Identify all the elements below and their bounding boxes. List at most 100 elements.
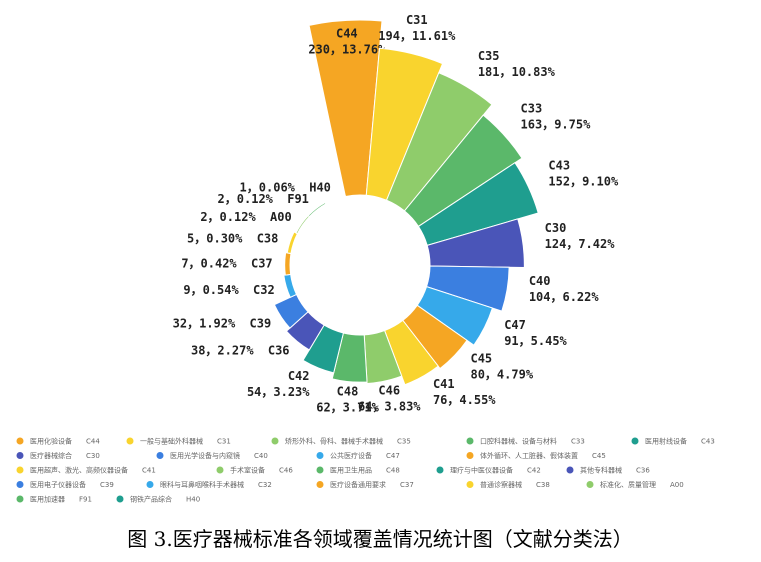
legend-swatch (16, 481, 24, 488)
category-label: C39 (250, 317, 272, 331)
legend-name: 医用超声、激光、高频仪器设备 (30, 466, 128, 475)
legend-code: C46 (279, 467, 293, 475)
value-label: 76，4.55% (433, 393, 496, 407)
rose-slice (283, 273, 298, 298)
category-label: C37 (251, 257, 273, 271)
category-label: C33 (521, 101, 543, 115)
legend-swatch (126, 437, 134, 445)
legend-swatch (316, 481, 324, 488)
category-label: C41 (433, 377, 455, 391)
value-label: 91，5.45% (504, 334, 567, 348)
legend-swatch (146, 481, 154, 488)
category-label: C46 (378, 384, 400, 398)
legend-code: C48 (386, 467, 400, 475)
category-label: C40 (529, 274, 551, 288)
legend-name: 医用化验设备 (30, 437, 72, 446)
legend-name: 口腔科器械、设备与材料 (480, 437, 557, 446)
legend-code: C42 (527, 467, 541, 475)
value-label: 163，9.75% (521, 117, 592, 131)
legend-swatch (316, 466, 324, 474)
category-label: C43 (548, 159, 570, 173)
value-label: 194，11.61% (378, 29, 456, 43)
legend-swatch (16, 437, 24, 445)
legend-code: F91 (79, 496, 92, 504)
category-label: C42 (288, 369, 310, 383)
legend-code: C38 (536, 481, 550, 489)
caption: 图 3.医疗器械标准各领域覆盖情况统计图（文献分类法） (127, 527, 632, 551)
legend-swatch (631, 437, 639, 445)
value-label: 7，0.42% (181, 257, 237, 271)
rose-slice (284, 252, 292, 276)
legend-swatch (16, 466, 24, 474)
legend-code: C30 (86, 452, 100, 460)
rose-slice (295, 214, 311, 235)
legend-code: H40 (186, 496, 200, 504)
legend-code: C40 (254, 452, 268, 460)
legend-swatch (566, 466, 574, 474)
value-label: 80，4.79% (470, 368, 533, 382)
legend-code: C39 (100, 481, 114, 489)
rose-slice (324, 195, 347, 205)
value-label: 54，3.23% (247, 385, 310, 399)
legend-swatch (316, 452, 324, 459)
legend-name: 钢铁产品综合 (130, 495, 172, 504)
legend-code: C47 (386, 452, 400, 460)
category-label: C31 (406, 13, 428, 27)
legend-swatch (586, 481, 594, 488)
value-label: 2，0.12% (218, 192, 274, 206)
legend-code: C45 (592, 452, 606, 460)
legend-swatch (16, 452, 24, 459)
rose-slice (308, 19, 383, 198)
legend-swatch (16, 495, 24, 503)
legend-name: 手术室设备 (230, 466, 265, 475)
value-label: 230，13.76% (308, 42, 386, 56)
category-label: C48 (337, 385, 359, 399)
value-label: 181，10.83% (478, 65, 556, 79)
rose-slice (403, 114, 523, 228)
rose-slice (365, 47, 444, 201)
legend-name: 医疗器械综合 (30, 451, 72, 460)
legend-name: 医用加速器 (30, 495, 65, 504)
legend-name: 普通诊察器械 (480, 480, 522, 489)
legend-swatch (466, 481, 474, 488)
legend-swatch (116, 495, 124, 503)
value-label: 64，3.83% (358, 400, 421, 414)
category-label: C47 (504, 318, 526, 332)
legend-code: C31 (217, 438, 231, 446)
legend-code: C44 (86, 438, 100, 446)
legend-swatch (436, 466, 444, 474)
legend-code: C32 (258, 481, 272, 489)
legend-name: 一般与基础外科器械 (140, 437, 203, 446)
value-label: 124，7.42% (545, 237, 616, 251)
legend-name: 其他专科器械 (580, 466, 622, 475)
legend-swatch (466, 437, 474, 445)
legend-name: 医用光学设备与内窥镜 (170, 451, 240, 460)
legend-name: 标准化、质量管理 (600, 480, 656, 489)
category-label: C38 (257, 231, 279, 245)
legend-name: 医用射线设备 (645, 437, 687, 446)
legend-code: C37 (400, 481, 414, 489)
legend-code: C41 (142, 467, 156, 475)
value-label: 5，0.30% (187, 231, 243, 245)
value-label: 62，3.71% (316, 401, 379, 415)
category-label: C36 (268, 344, 290, 358)
rose-slice (286, 231, 299, 255)
legend-swatch (271, 437, 279, 445)
legend-swatch (466, 452, 474, 459)
legend-name: 医用电子仪器设备 (30, 480, 86, 489)
legend-name: 矫形外科、骨科、器械手术器械 (285, 437, 383, 446)
value-label: 9，0.54% (183, 283, 239, 297)
value-label: 152，9.10% (548, 175, 619, 189)
category-label: C30 (545, 221, 567, 235)
legend-swatch (216, 466, 224, 474)
value-label: 104，6.22% (529, 290, 600, 304)
legend-swatch (156, 452, 164, 459)
category-label: C44 (336, 26, 358, 40)
category-label: F91 (287, 192, 309, 206)
legend-code: C35 (397, 438, 411, 446)
legend-code: C33 (571, 438, 585, 446)
category-label: H40 (309, 181, 331, 195)
value-label: 32，1.92% (173, 317, 236, 331)
rose-slice (307, 201, 327, 218)
